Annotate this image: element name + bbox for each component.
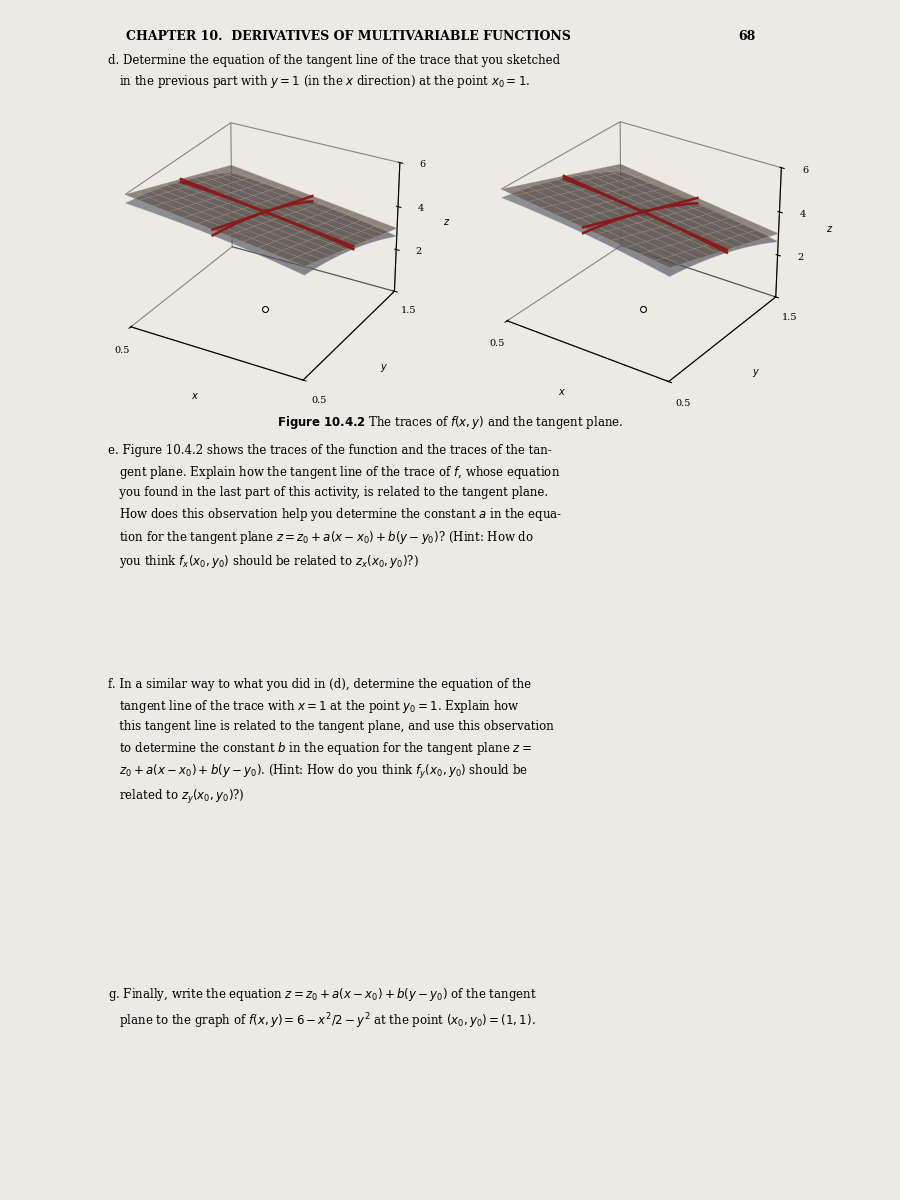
Text: f. In a similar way to what you did in (d), determine the equation of the
   tan: f. In a similar way to what you did in (… — [108, 678, 554, 805]
Text: e. Figure 10.4.2 shows the traces of the function and the traces of the tan-
   : e. Figure 10.4.2 shows the traces of the… — [108, 444, 562, 570]
Text: g. Finally, write the equation $z = z_0 + a(x-x_0)+b(y-y_0)$ of the tangent
   p: g. Finally, write the equation $z = z_0 … — [108, 986, 536, 1031]
X-axis label: $x$: $x$ — [191, 390, 199, 401]
Text: $\bf{Figure\ 10.4.2}$ The traces of $f(x, y)$ and the tangent plane.: $\bf{Figure\ 10.4.2}$ The traces of $f(x… — [277, 414, 623, 431]
Text: CHAPTER 10.  DERIVATIVES OF MULTIVARIABLE FUNCTIONS: CHAPTER 10. DERIVATIVES OF MULTIVARIABLE… — [126, 30, 571, 43]
X-axis label: $x$: $x$ — [559, 386, 567, 397]
Text: 68: 68 — [738, 30, 755, 43]
Y-axis label: $y$: $y$ — [380, 362, 388, 374]
Y-axis label: $y$: $y$ — [752, 367, 760, 379]
Text: d. Determine the equation of the tangent line of the trace that you sketched
   : d. Determine the equation of the tangent… — [108, 54, 560, 90]
